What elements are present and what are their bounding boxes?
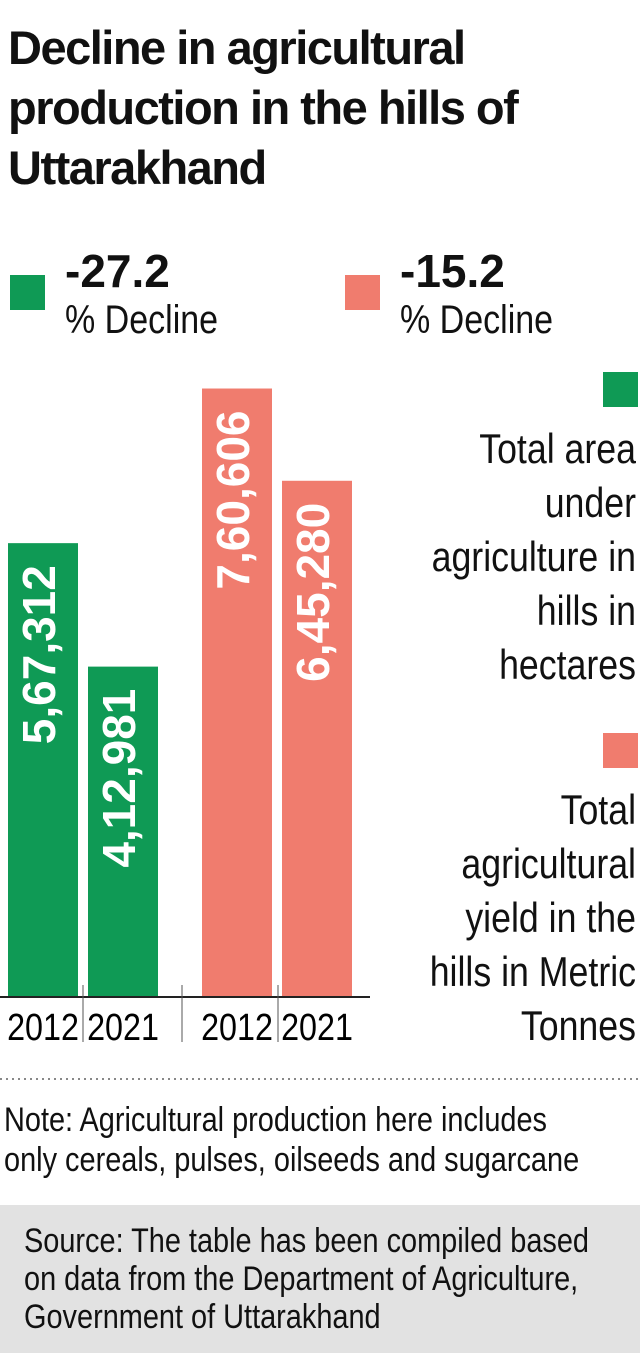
source-box <box>0 1205 640 1353</box>
x-tick-label: 2012 <box>7 1007 79 1049</box>
value-label: 5,67,312 <box>13 565 65 744</box>
legend-label: Total area under agriculture in hills in… <box>431 425 636 688</box>
x-tick-label: 2021 <box>87 1007 159 1049</box>
legend-swatch <box>10 275 45 310</box>
bar <box>202 388 272 997</box>
change-value: -27.2 <box>65 245 170 297</box>
legend-label: Total agricultural yield in the hills in… <box>429 786 636 1049</box>
change-label: % Decline <box>65 298 219 342</box>
legend-swatch <box>345 275 380 310</box>
legend-swatch <box>603 372 638 407</box>
chart: 5,67,312 2012 4,12,981 2021 7,60,606 2012 6,45… <box>0 275 640 1080</box>
value-label: 6,45,280 <box>287 503 339 682</box>
change-value: -15.2 <box>400 245 505 297</box>
bar <box>282 480 352 997</box>
bar <box>8 543 78 997</box>
note: Note: Agricultural production here inclu… <box>4 1101 580 1179</box>
bar <box>88 666 158 997</box>
change-label: % Decline <box>400 298 554 342</box>
legend-swatch <box>603 733 638 768</box>
x-tick-label: 2021 <box>281 1007 353 1049</box>
source: Source: The table has been compiled base… <box>24 1222 590 1336</box>
value-label: 4,12,981 <box>93 689 145 868</box>
value-label: 7,60,606 <box>207 411 259 590</box>
chart-title: Decline in agricultural production in th… <box>8 21 519 194</box>
x-tick-label: 2012 <box>201 1007 273 1049</box>
